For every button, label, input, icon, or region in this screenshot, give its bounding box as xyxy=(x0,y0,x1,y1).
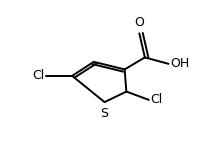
Text: S: S xyxy=(101,107,109,120)
Text: Cl: Cl xyxy=(32,69,44,82)
Text: OH: OH xyxy=(170,57,189,70)
Text: Cl: Cl xyxy=(150,93,163,106)
Text: O: O xyxy=(134,16,144,29)
